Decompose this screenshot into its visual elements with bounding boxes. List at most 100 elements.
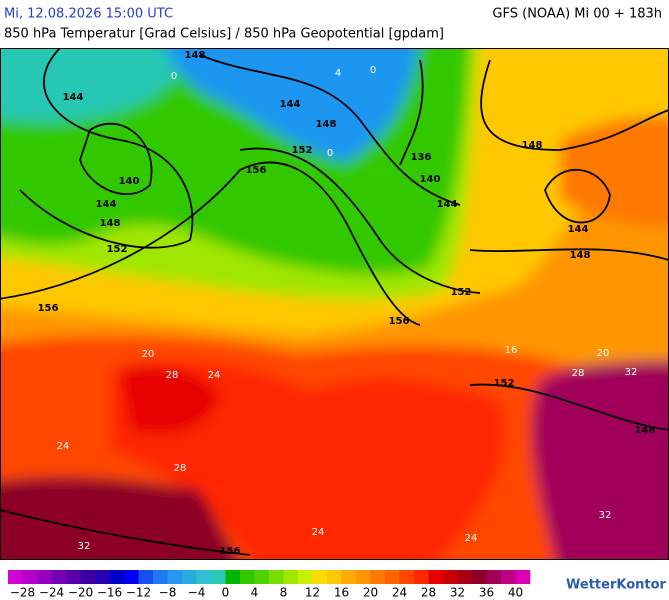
colorbar-swatch <box>341 570 357 584</box>
colorbar-swatch <box>443 570 458 584</box>
colorbar-swatch <box>124 570 139 584</box>
temperature-label: 20 <box>597 348 610 359</box>
geopotential-label: 148 <box>185 50 206 61</box>
colorbar-label: 20 <box>363 586 378 600</box>
colorbar-swatch <box>457 570 473 584</box>
colorbar-label: −16 <box>97 586 122 600</box>
geopotential-label: 148 <box>570 250 591 261</box>
geopotential-label: 144 <box>568 224 589 235</box>
temperature-label: 24 <box>57 441 70 452</box>
colorbar-swatch <box>109 570 125 584</box>
geopotential-label: 144 <box>96 199 117 210</box>
colorbar-swatch <box>80 570 96 584</box>
colorbar-label: 8 <box>280 586 288 600</box>
geopotential-label: 152 <box>292 145 313 156</box>
colorbar-swatch <box>472 570 487 584</box>
colorbar-swatch <box>298 570 313 584</box>
geopotential-label: 144 <box>437 199 458 210</box>
colorbar-swatch <box>501 570 516 584</box>
colorbar-label: 0 <box>222 586 230 600</box>
geopotential-label: 148 <box>635 425 656 436</box>
colorbar-swatch <box>182 570 197 584</box>
colorbar-label: 16 <box>334 586 349 600</box>
colorbar-swatch <box>370 570 386 584</box>
temperature-label: 28 <box>166 370 179 381</box>
colorbar-label: 24 <box>392 586 407 600</box>
geopotential-label: 152 <box>107 244 128 255</box>
temperature-label: 28 <box>174 463 187 474</box>
geopotential-label: 144 <box>63 92 84 103</box>
geopotential-label: 140 <box>420 174 441 185</box>
temperature-field <box>0 48 669 560</box>
colorbar-label: −8 <box>159 586 177 600</box>
colorbar-swatch <box>153 570 168 584</box>
geopotential-label: 156 <box>246 165 267 176</box>
colorbar-swatch <box>327 570 342 584</box>
colorbar-label: 28 <box>421 586 436 600</box>
temperature-label: 24 <box>465 533 478 544</box>
colorbar-swatch <box>95 570 110 584</box>
colorbar: −28 −24 −20 −16 −12 −8 −4 0 4 8 12 16 20 24 28 32 36 40 <box>8 570 531 600</box>
geopotential-label: 144 <box>280 99 301 110</box>
geopotential-contours <box>0 48 669 556</box>
colorbar-swatch <box>22 570 38 584</box>
map: 148 144 144 148 140 152 156 136 140 144 148 144 148 1… <box>0 48 669 560</box>
geopotential-label: 152 <box>494 378 515 389</box>
temperature-label: 0 <box>327 148 333 159</box>
temperature-label: 32 <box>625 367 638 378</box>
colorbar-swatch <box>385 570 400 584</box>
geopotential-label: 148 <box>522 140 543 151</box>
temperature-label: 32 <box>599 510 612 521</box>
colorbar-swatch <box>240 570 255 584</box>
colorbar-swatch <box>428 570 444 584</box>
contour-labels: 148 144 144 148 140 152 156 136 140 144 148 144 148 1… <box>38 50 656 557</box>
geopotential-label: 156 <box>389 316 410 327</box>
colorbar-label: −4 <box>188 586 206 600</box>
geopotential-label: 140 <box>119 176 140 187</box>
colorbar-label: −20 <box>68 586 93 600</box>
colorbar-swatch <box>283 570 299 584</box>
colorbar-label: 4 <box>251 586 259 600</box>
temperature-label: 16 <box>505 345 518 356</box>
temperature-label: 24 <box>312 527 325 538</box>
geopotential-label: 152 <box>451 287 472 298</box>
geopotential-label: 148 <box>316 119 337 130</box>
colorbar-swatch <box>211 570 226 584</box>
model-run: GFS (NOAA) Mi 00 + 183h <box>492 7 662 22</box>
temperature-label: 20 <box>142 349 155 360</box>
colorbar-swatch <box>167 570 183 584</box>
colorbar-swatch <box>356 570 371 584</box>
colorbar-swatch <box>196 570 212 584</box>
temperature-label: 32 <box>78 541 91 552</box>
colorbar-swatch <box>51 570 67 584</box>
datetime: Mi, 12.08.2026 15:00 UTC <box>4 7 173 22</box>
colorbar-swatch <box>66 570 81 584</box>
colorbar-label: 40 <box>508 586 523 600</box>
geopotential-label: 136 <box>411 152 432 163</box>
subtitle: 850 hPa Temperatur [Grad Celsius] / 850 … <box>4 27 444 42</box>
colorbar-label: −24 <box>39 586 64 600</box>
temperature-label: 4 <box>335 68 341 79</box>
colorbar-label: −28 <box>10 586 35 600</box>
colorbar-swatch <box>254 570 270 584</box>
temperature-label: 24 <box>208 370 221 381</box>
logo: WetterKontor <box>566 578 667 593</box>
colorbar-label: 12 <box>305 586 320 600</box>
colorbar-swatch <box>225 570 241 584</box>
colorbar-label: −12 <box>126 586 151 600</box>
colorbar-swatch <box>515 570 531 584</box>
temperature-label: 0 <box>370 65 376 76</box>
colorbar-swatch <box>138 570 154 584</box>
colorbar-swatch <box>486 570 502 584</box>
geopotential-label: 156 <box>220 546 241 557</box>
colorbar-swatch <box>312 570 328 584</box>
colorbar-swatch <box>8 570 23 584</box>
geopotential-label: 156 <box>38 303 59 314</box>
temperature-label: 28 <box>572 368 585 379</box>
temperature-label: 0 <box>171 71 177 82</box>
colorbar-label: 32 <box>450 586 465 600</box>
colorbar-swatch <box>414 570 429 584</box>
colorbar-swatch <box>269 570 284 584</box>
